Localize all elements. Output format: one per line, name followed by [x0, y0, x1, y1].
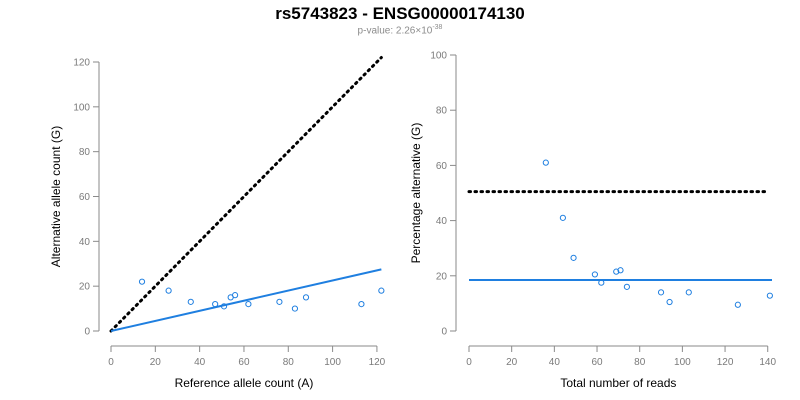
x-tick: 120	[717, 346, 734, 368]
data-point	[613, 268, 620, 275]
y-tick-label: 60	[436, 161, 448, 172]
subtitle-pvalue-exponent: -38	[432, 24, 443, 31]
y-tick-label: 120	[73, 58, 90, 69]
data-point	[559, 214, 566, 221]
expected-ratio-line	[109, 56, 383, 333]
y-tick-label: 100	[430, 51, 447, 62]
data-point	[212, 301, 219, 308]
x-tick: 140	[759, 346, 777, 368]
data-point	[766, 292, 773, 299]
x-tick: 60	[238, 346, 250, 368]
chart-subtitle: p-value: 2.26×10-38	[0, 24, 800, 36]
chart-panel-1: 0 20 40 60 80 100 120 0 20 40 60 80 100 120 Reference …	[49, 56, 386, 390]
data-point	[617, 267, 624, 274]
x-tick-label: 80	[634, 357, 646, 368]
data-point	[591, 271, 598, 278]
data-point	[276, 298, 283, 305]
data-point	[138, 278, 146, 285]
y-tick: 40	[436, 216, 456, 227]
data-point	[598, 279, 605, 286]
y-tick: 0	[441, 327, 456, 338]
x-tick: 80	[283, 346, 295, 368]
data-point	[657, 289, 665, 296]
y-tick-label: 60	[79, 192, 91, 203]
x-tick-label: 20	[506, 357, 518, 368]
x-tick-label: 40	[549, 357, 561, 368]
x-tick: 100	[674, 346, 691, 368]
y-tick: 60	[436, 161, 456, 172]
data-point	[220, 303, 228, 310]
x-tick: 20	[150, 346, 162, 368]
data-point	[570, 254, 577, 261]
data-point	[187, 298, 194, 305]
y-tick: 20	[79, 282, 99, 293]
x-axis-label: Total number of reads	[560, 376, 676, 390]
y-tick: 20	[436, 271, 456, 282]
x-tick: 20	[506, 346, 518, 368]
x-tick: 40	[194, 346, 206, 368]
y-tick-label: 80	[79, 147, 91, 158]
x-tick: 0	[108, 346, 114, 368]
x-tick: 100	[324, 346, 341, 368]
y-tick-label: 80	[436, 106, 448, 117]
data-point	[245, 301, 252, 308]
fit-line	[110, 268, 382, 332]
x-tick-label: 100	[324, 357, 341, 368]
x-tick-label: 0	[466, 357, 472, 368]
data-point	[165, 287, 172, 294]
data-point	[302, 294, 310, 301]
y-tick: 100	[430, 51, 456, 62]
y-tick: 80	[436, 106, 456, 117]
subtitle-pvalue-text: p-value: 2.26×10	[357, 25, 433, 37]
data-point	[378, 287, 385, 294]
x-tick-label: 140	[759, 357, 776, 368]
y-tick-label: 0	[84, 327, 90, 338]
y-tick-label: 20	[79, 282, 91, 293]
y-axis-label: Alternative allele count (G)	[49, 126, 63, 267]
x-tick-label: 20	[150, 357, 162, 368]
chart-panel-2: 0 20 40 60 80 100 0 20 40 60 80 100 120 140 Total numb…	[409, 51, 777, 391]
y-tick: 0	[84, 327, 99, 338]
data-point	[358, 301, 365, 308]
data-point	[231, 292, 239, 299]
y-tick: 100	[73, 102, 99, 113]
x-axis-label: Reference allele count (A)	[175, 376, 314, 390]
data-point	[291, 305, 299, 312]
x-tick-label: 0	[108, 357, 114, 368]
y-tick-label: 100	[73, 102, 90, 113]
y-tick: 40	[79, 237, 99, 248]
y-tick-label: 20	[436, 271, 448, 282]
x-tick-label: 40	[194, 357, 206, 368]
data-point	[685, 289, 692, 296]
y-axis-label: Percentage alternative (G)	[409, 123, 423, 264]
x-tick: 0	[466, 346, 472, 368]
x-tick: 60	[591, 346, 603, 368]
x-tick: 80	[634, 346, 646, 368]
y-tick-label: 40	[79, 237, 91, 248]
x-tick-label: 120	[717, 357, 734, 368]
x-tick-label: 60	[591, 357, 603, 368]
x-tick-label: 120	[369, 357, 386, 368]
data-point	[734, 301, 741, 308]
x-tick-label: 80	[283, 357, 295, 368]
x-tick: 120	[369, 346, 386, 368]
x-tick: 40	[549, 346, 561, 368]
chart-title: rs5743823 - ENSG00000174130	[275, 4, 525, 23]
y-tick: 120	[73, 58, 99, 69]
y-tick-label: 40	[436, 216, 448, 227]
x-tick-label: 100	[674, 357, 691, 368]
data-point	[542, 159, 549, 166]
data-point	[623, 283, 631, 290]
y-tick: 80	[79, 147, 99, 158]
y-tick: 60	[79, 192, 99, 203]
y-tick-label: 0	[441, 327, 447, 338]
data-point	[666, 298, 673, 306]
x-tick-label: 60	[238, 357, 250, 368]
